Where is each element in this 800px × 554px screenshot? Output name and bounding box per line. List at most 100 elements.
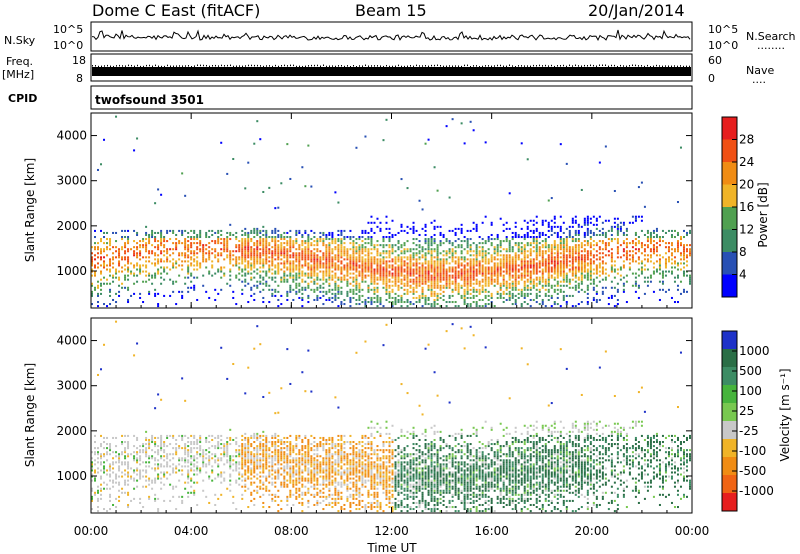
power-cell bbox=[358, 288, 361, 291]
freq-tick-mark bbox=[587, 65, 588, 67]
power-cell bbox=[145, 225, 148, 228]
power-cell bbox=[451, 252, 454, 255]
power-cell bbox=[124, 258, 127, 261]
power-cell bbox=[349, 236, 352, 239]
power-cell bbox=[460, 223, 463, 226]
power-cell bbox=[463, 282, 466, 285]
power-cell bbox=[574, 248, 577, 251]
power-cell bbox=[244, 278, 247, 281]
power-cell bbox=[307, 244, 310, 247]
velocity-cell bbox=[172, 463, 175, 466]
power-cell bbox=[388, 231, 391, 234]
power-cell bbox=[559, 244, 562, 247]
velocity-cell bbox=[109, 487, 112, 490]
velocity-cell bbox=[118, 499, 121, 502]
velocity-cell bbox=[181, 465, 184, 468]
power-cell bbox=[292, 278, 295, 281]
power-cell bbox=[496, 290, 499, 293]
power-cell bbox=[232, 290, 235, 293]
power-cell bbox=[580, 188, 583, 191]
velocity-cell bbox=[196, 503, 199, 507]
power-cell bbox=[502, 248, 505, 251]
power-cell bbox=[466, 246, 469, 249]
power-cell bbox=[364, 238, 367, 241]
power-cell bbox=[475, 223, 478, 226]
power-cell bbox=[472, 250, 475, 253]
power-cell bbox=[550, 229, 553, 232]
power-cell bbox=[178, 252, 181, 255]
power-cell bbox=[175, 244, 178, 247]
power-cell bbox=[373, 276, 376, 279]
power-cell bbox=[313, 268, 316, 271]
velocity-cell bbox=[118, 469, 121, 472]
power-cell bbox=[319, 258, 322, 261]
power-cell bbox=[574, 221, 577, 224]
power-cell bbox=[421, 262, 424, 265]
power-cell bbox=[334, 264, 337, 267]
velocity-cell bbox=[103, 465, 106, 468]
velocity-cell bbox=[241, 445, 244, 448]
power-cell bbox=[382, 266, 385, 269]
power-cell bbox=[658, 254, 661, 257]
power-cell bbox=[424, 258, 427, 261]
power-cell bbox=[484, 290, 487, 293]
velocity-cell bbox=[112, 479, 115, 482]
velocity-cell bbox=[193, 455, 196, 458]
power-cell bbox=[427, 262, 430, 265]
power-cell bbox=[436, 262, 439, 265]
power-cell bbox=[106, 282, 109, 285]
velocity-cell bbox=[166, 434, 169, 437]
velocity-cell bbox=[175, 438, 178, 442]
power-cell bbox=[133, 246, 136, 249]
power-cell bbox=[325, 252, 328, 255]
velocity-cell bbox=[151, 467, 154, 470]
power-cell bbox=[277, 270, 280, 273]
power-cell bbox=[586, 221, 589, 224]
power-cell bbox=[208, 254, 211, 257]
colorbar-tick-label: 12 bbox=[739, 223, 754, 237]
power-cell bbox=[358, 246, 361, 249]
power-cell bbox=[145, 280, 148, 283]
power-cell bbox=[316, 272, 319, 275]
power-cell bbox=[565, 258, 568, 261]
power-cell bbox=[289, 260, 292, 263]
power-cell bbox=[511, 238, 514, 241]
power-cell bbox=[682, 236, 685, 239]
velocity-cell bbox=[238, 461, 241, 464]
power-cell bbox=[127, 270, 130, 273]
velocity-cell bbox=[244, 477, 247, 480]
power-cell bbox=[268, 284, 271, 287]
power-cell bbox=[328, 270, 331, 273]
power-cell bbox=[433, 260, 436, 263]
power-cell bbox=[355, 260, 358, 263]
power-cell bbox=[283, 248, 286, 251]
freq-tick-mark bbox=[533, 64, 534, 67]
power-cell bbox=[625, 301, 628, 304]
power-cell bbox=[103, 282, 106, 285]
power-cell bbox=[355, 242, 358, 245]
power-cell bbox=[454, 272, 457, 275]
power-cell bbox=[202, 284, 205, 287]
power-cell bbox=[100, 284, 103, 287]
date-title: 20/Jan/2014 bbox=[588, 1, 685, 20]
power-cell bbox=[373, 301, 376, 304]
power-cell bbox=[175, 233, 178, 237]
velocity-cell bbox=[238, 473, 241, 476]
power-cell bbox=[529, 266, 532, 269]
power-cell bbox=[601, 272, 604, 275]
power-cell bbox=[562, 270, 565, 273]
power-cell bbox=[352, 278, 355, 281]
velocity-cell bbox=[229, 473, 232, 476]
power-cell bbox=[163, 270, 166, 273]
power-cell bbox=[583, 231, 586, 234]
power-cell bbox=[682, 250, 685, 253]
power-cell bbox=[538, 260, 541, 263]
velocity-cell bbox=[229, 479, 232, 482]
power-cell bbox=[439, 225, 442, 228]
power-cell bbox=[316, 298, 319, 302]
power-cell bbox=[421, 246, 424, 249]
power-cell bbox=[481, 290, 484, 293]
power-cell bbox=[163, 244, 166, 247]
power-cell bbox=[541, 274, 544, 277]
velocity-cell bbox=[184, 443, 187, 446]
